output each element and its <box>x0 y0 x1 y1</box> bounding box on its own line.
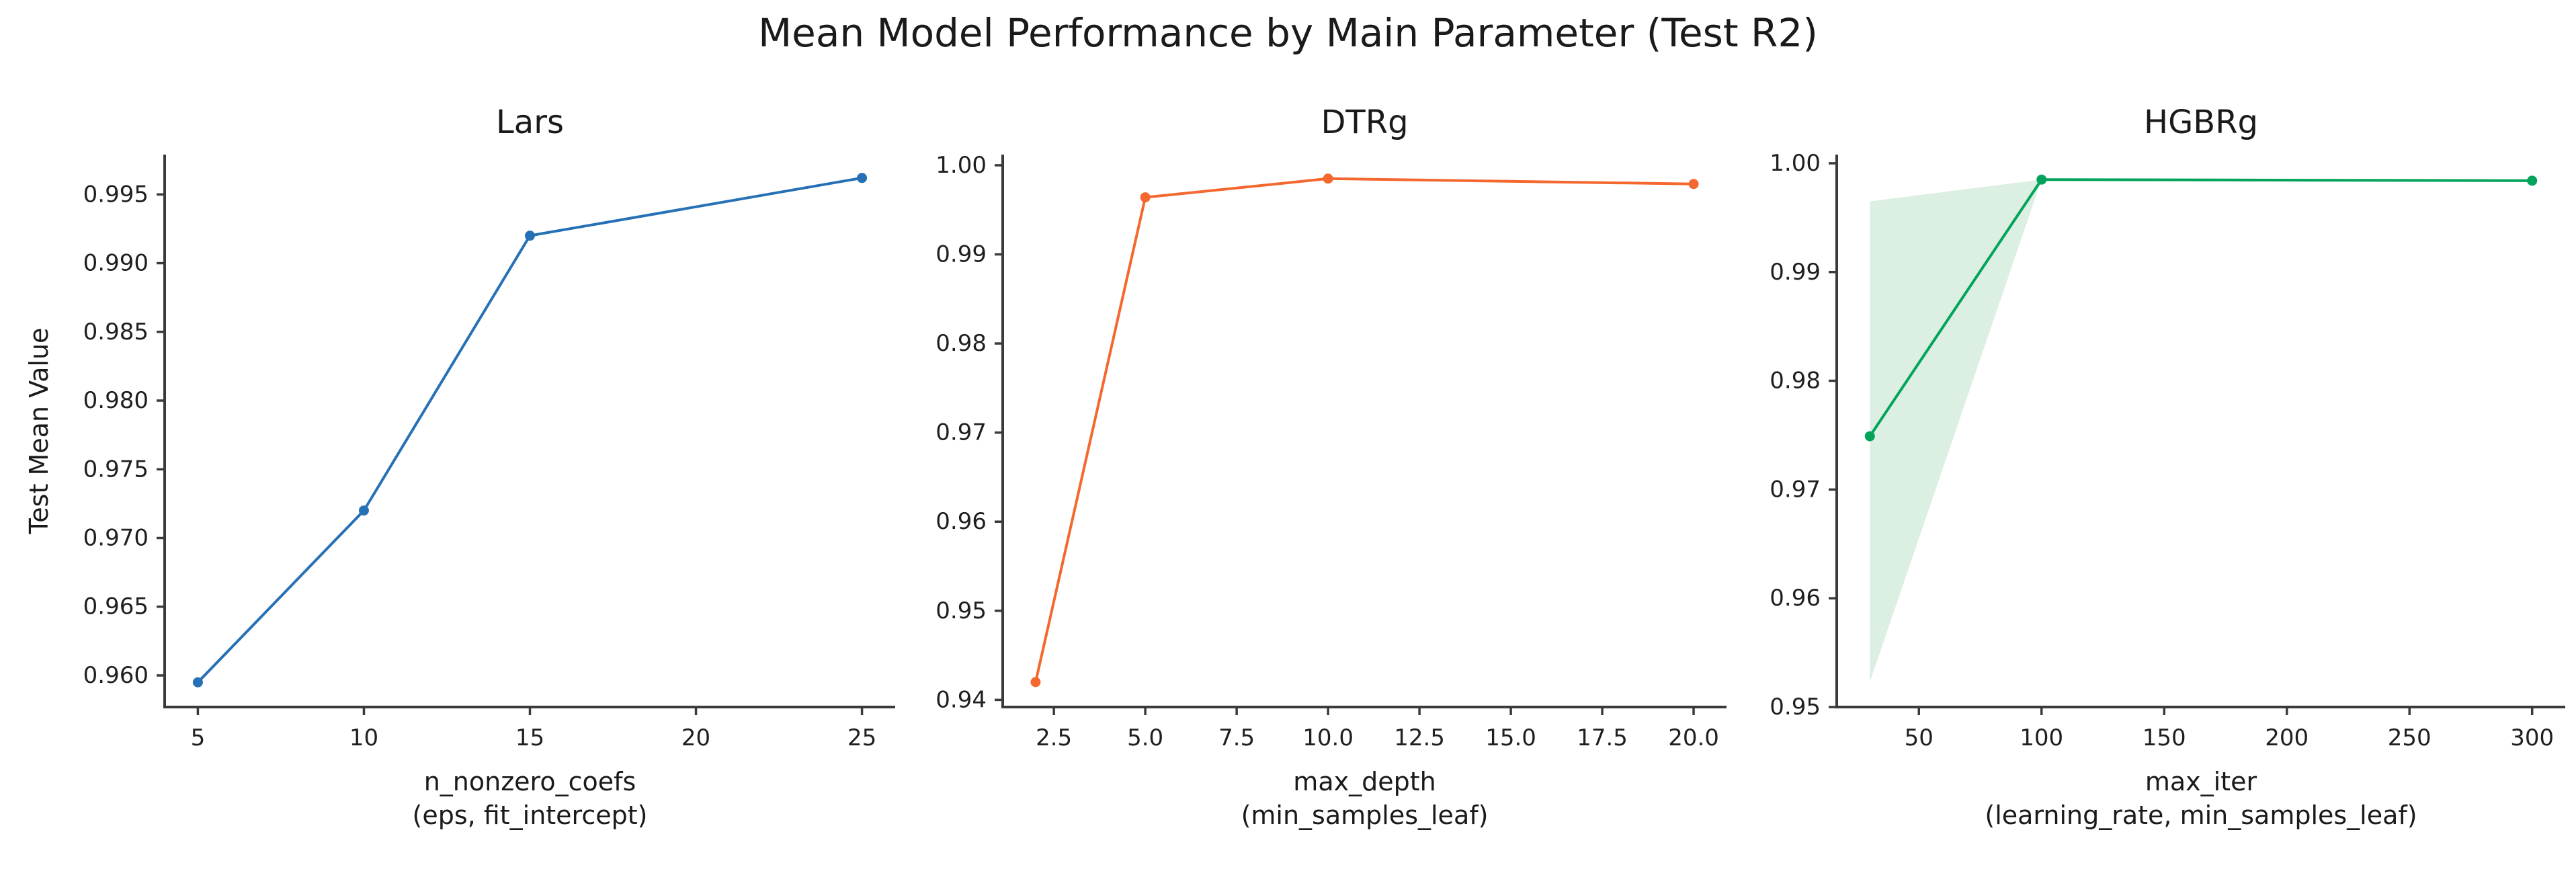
lars-data-point <box>358 505 369 516</box>
hgbrg-y-tick-label: 0.96 <box>1770 585 1821 612</box>
hgbrg-confidence-band <box>1870 179 2042 682</box>
figure-title: Mean Model Performance by Main Parameter… <box>758 10 1818 56</box>
dtrg-y-tick-label: 0.95 <box>936 597 987 624</box>
subplot-lars: 5 10 15 20 25 0.960 0.965 0.970 0.975 0.980 0.985 0… <box>83 155 895 751</box>
lars-data-point <box>525 231 535 241</box>
dtrg-x-tick-label: 7.5 <box>1218 725 1255 751</box>
dtrg-data-point <box>1323 173 1333 184</box>
lars-y-tick-label: 0.965 <box>83 593 149 620</box>
hgbrg-y-tick-label: 0.98 <box>1770 368 1821 395</box>
hgbrg-y-tick-label: 0.97 <box>1770 476 1821 503</box>
lars-y-tick-label: 0.985 <box>83 319 149 345</box>
x-axis-label-dtrg-line2: (min_samples_leaf) <box>1241 800 1489 830</box>
x-axis-label-dtrg-line1: max_depth <box>1293 767 1436 796</box>
dtrg-x-tick-label: 5.0 <box>1127 725 1163 751</box>
lars-x-tick-label: 25 <box>847 725 876 751</box>
x-axis-label-hgbrg-line2: (learning_rate, min_samples_leaf) <box>1985 800 2417 830</box>
dtrg-y-tick-label: 0.97 <box>936 419 987 446</box>
subplot-title-lars: Lars <box>496 104 564 141</box>
x-axis-label-lars-line1: n_nonzero_coefs <box>423 767 636 796</box>
hgbrg-y-tick-label: 0.95 <box>1770 694 1821 720</box>
subplot-title-dtrg: DTRg <box>1321 104 1409 141</box>
lars-y-tick-label: 0.995 <box>83 181 149 208</box>
x-axis-label-hgbrg: max_iter (learning_rate, min_samples_lea… <box>1837 765 2565 832</box>
hgbrg-x-tick-label: 250 <box>2388 725 2432 751</box>
hgbrg-data-point <box>1864 431 1875 442</box>
subplot-title-hgbrg: HGBRg <box>2143 104 2259 141</box>
dtrg-x-tick-label: 2.5 <box>1036 725 1072 751</box>
lars-y-tick-label: 0.980 <box>83 387 149 414</box>
hgbrg-x-tick-label: 50 <box>1905 725 1934 751</box>
hgbrg-data-point <box>2036 174 2047 185</box>
lars-x-tick-label: 5 <box>191 725 206 751</box>
hgbrg-x-tick-label: 100 <box>2020 725 2063 751</box>
dtrg-x-tick-label: 15.0 <box>1485 725 1536 751</box>
dtrg-y-tick-label: 1.00 <box>936 152 987 179</box>
hgbrg-x-tick-label: 200 <box>2265 725 2309 751</box>
hgbrg-x-tick-label: 300 <box>2510 725 2554 751</box>
dtrg-data-point <box>1688 179 1699 190</box>
subplot-dtrg: 2.5 5.0 7.5 10.0 12.5 15.0 17.5 20.0 0.94 0.95 0.9… <box>936 152 1727 751</box>
dtrg-y-tick-label: 0.94 <box>936 686 987 713</box>
lars-y-tick-label: 0.960 <box>83 662 149 689</box>
dtrg-y-tick-label: 0.99 <box>936 241 987 267</box>
x-axis-label-lars: n_nonzero_coefs (eps, fit_intercept) <box>165 765 895 832</box>
x-axis-label-lars-line2: (eps, fit_intercept) <box>412 800 648 830</box>
lars-y-tick-label: 0.990 <box>83 250 149 277</box>
dtrg-data-point <box>1030 677 1041 688</box>
lars-data-point <box>192 677 203 688</box>
dtrg-y-tick-label: 0.98 <box>936 330 987 357</box>
lars-series-line <box>196 176 864 684</box>
hgbrg-data-point <box>2527 175 2538 186</box>
lars-x-tick-label: 10 <box>349 725 378 751</box>
hgbrg-y-tick-label: 1.00 <box>1770 150 1821 177</box>
subplot-hgbrg: 50 100 150 200 250 300 0.95 0.96 0.97 0.98 0.99 1.0… <box>1770 150 2565 751</box>
lars-x-tick-label: 20 <box>681 725 710 751</box>
lars-x-tick-label: 15 <box>515 725 544 751</box>
lars-data-point <box>857 173 868 183</box>
dtrg-y-tick-label: 0.96 <box>936 508 987 535</box>
dtrg-x-tick-label: 10.0 <box>1302 725 1354 751</box>
x-axis-label-dtrg: max_depth (min_samples_leaf) <box>1003 765 1727 832</box>
dtrg-data-point <box>1140 192 1151 203</box>
lars-y-tick-label: 0.975 <box>83 456 149 483</box>
dtrg-x-tick-label: 20.0 <box>1668 725 1719 751</box>
x-axis-label-hgbrg-line1: max_iter <box>2145 767 2257 796</box>
dtrg-series-line <box>1034 177 1696 684</box>
hgbrg-y-tick-label: 0.99 <box>1770 259 1821 286</box>
dtrg-x-tick-label: 17.5 <box>1577 725 1628 751</box>
dtrg-x-tick-label: 12.5 <box>1394 725 1445 751</box>
lars-y-tick-label: 0.970 <box>83 524 149 551</box>
hgbrg-x-tick-label: 150 <box>2143 725 2186 751</box>
